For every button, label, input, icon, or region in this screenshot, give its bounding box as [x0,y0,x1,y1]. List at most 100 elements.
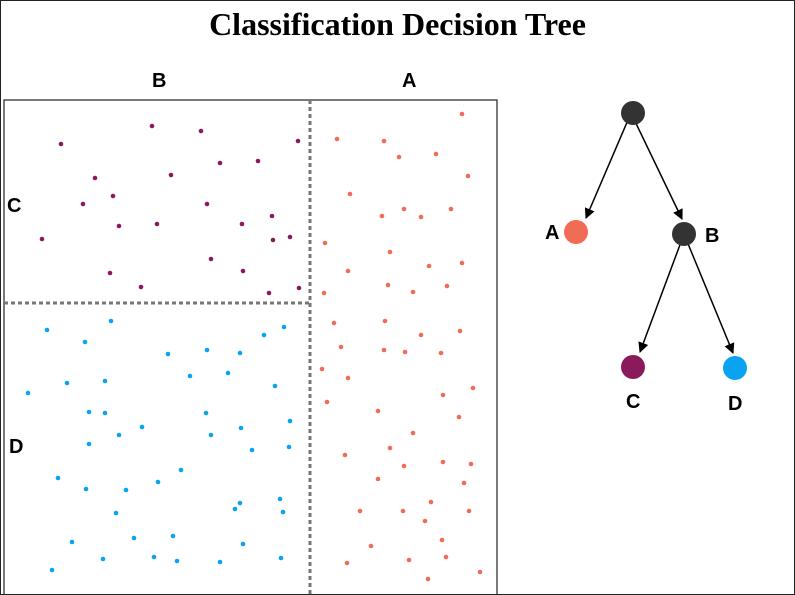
data-point-c [138,284,144,290]
data-point-d [102,410,108,416]
data-point-c [204,201,210,207]
data-point-a [324,399,330,405]
data-point-a [396,154,402,160]
data-point-d [240,541,246,547]
data-point-a [410,289,416,295]
data-point-c [198,128,204,134]
data-point-d [25,390,31,396]
tree-edge-root-b [630,112,683,220]
points-class-a [319,111,483,582]
data-point-a [457,328,463,334]
data-point-a [428,499,434,505]
data-point-d [116,432,122,438]
data-point-c [110,193,116,199]
points-class-d [25,318,293,573]
data-point-d [86,409,92,415]
data-point-a [387,445,393,451]
data-point-d [82,339,88,345]
data-point-d [139,424,145,430]
data-point-c [92,175,98,181]
data-point-c [295,138,301,144]
data-point-a [347,191,353,197]
data-point-c [80,201,86,207]
data-point-d [203,410,209,416]
data-point-c [154,221,160,227]
data-point-d [155,479,161,485]
tree-node-root [621,101,645,125]
data-point-a [456,414,462,420]
data-point-d [64,380,70,386]
data-point-c [239,221,245,227]
data-point-a [444,283,450,289]
data-point-d [100,556,106,562]
data-point-d [108,318,114,324]
data-point-d [174,558,180,564]
data-point-d [151,554,157,560]
points-class-c [39,123,302,296]
data-point-a [381,138,387,144]
tree-label-a: A [545,222,559,244]
data-point-d [187,373,193,379]
data-point-d [165,351,171,357]
data-point-a [402,349,408,355]
data-point-d [86,441,92,447]
data-point-d [261,332,267,338]
data-point-a [418,214,424,220]
data-point-c [208,256,214,262]
region-label-b: B [152,70,167,92]
tree-edge-b-d [683,233,735,354]
data-point-d [272,383,278,389]
data-point-c [270,237,276,243]
data-point-d [49,567,55,573]
data-point-a [426,263,432,269]
data-point-a [375,408,381,414]
data-point-a [385,282,391,288]
data-point-d [131,535,137,541]
data-point-d [249,447,255,453]
data-point-a [381,347,387,353]
tree-label-d: D [728,393,742,415]
tree-node-c [621,355,645,379]
data-point-d [83,486,89,492]
data-point-a [334,136,340,142]
tree-node-a [564,220,588,244]
tree-node-b [672,222,696,246]
tree-edge-root-a [584,112,632,219]
data-point-d [208,432,214,438]
data-point-d [204,347,210,353]
data-point-c [58,141,64,147]
data-point-a [440,392,446,398]
data-point-c [240,268,246,274]
data-point-a [468,461,474,467]
data-point-a [459,111,465,117]
data-point-a [368,543,374,549]
data-point-c [287,234,293,240]
data-point-d [178,467,184,473]
data-point-d [277,496,283,502]
data-point-d [217,559,223,565]
data-point-a [331,320,337,326]
data-point-d [123,487,129,493]
data-point-a [466,508,472,514]
data-point-a [422,518,428,524]
data-point-a [321,290,327,296]
data-point-a [345,375,351,381]
data-point-c [39,236,45,242]
region-label-a: A [402,70,417,92]
data-point-c [266,290,272,296]
data-point-a [439,537,445,543]
data-point-d [55,475,61,481]
data-point-a [401,463,407,469]
data-point-a [406,557,412,563]
data-point-a [433,151,439,157]
data-point-a [470,385,476,391]
data-point-a [459,260,465,266]
data-point-a [357,508,363,514]
data-point-a [418,332,424,338]
data-point-a [387,249,393,255]
data-point-d [113,510,119,516]
region-label-c: C [7,195,22,217]
data-point-a [400,508,406,514]
data-point-a [438,350,444,356]
